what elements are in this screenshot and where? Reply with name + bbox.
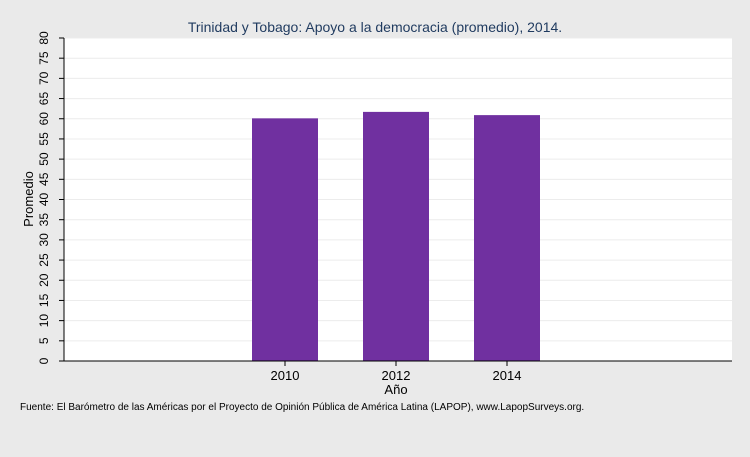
- source-note: Fuente: El Barómetro de las Américas por…: [20, 402, 584, 413]
- y-tick-label: 35: [37, 213, 51, 227]
- x-axis-ticks: 2010 2012 2014: [271, 361, 522, 383]
- y-tick-label: 40: [37, 193, 51, 207]
- y-tick-label: 80: [37, 31, 51, 45]
- y-tick-label: 45: [37, 172, 51, 186]
- chart-title: Trinidad y Tobago: Apoyo a la democracia…: [188, 19, 562, 35]
- y-tick-label: 70: [37, 71, 51, 85]
- x-tick-label: 2010: [271, 368, 300, 383]
- x-axis-label: Año: [384, 382, 407, 397]
- y-tick-label: 25: [37, 253, 51, 267]
- x-tick-label: 2014: [493, 368, 522, 383]
- y-tick-label: 0: [37, 357, 51, 364]
- y-tick-label: 75: [37, 51, 51, 65]
- y-tick-label: 60: [37, 112, 51, 126]
- y-tick-label: 30: [37, 233, 51, 247]
- x-tick-label: 2012: [382, 368, 411, 383]
- y-tick-label: 5: [37, 337, 51, 344]
- bar-2014: [474, 115, 540, 362]
- y-tick-label: 10: [37, 314, 51, 328]
- bar-2010: [252, 118, 318, 361]
- bar-2012: [363, 111, 429, 361]
- y-tick-label: 15: [37, 293, 51, 307]
- y-tick-label: 20: [37, 273, 51, 287]
- y-tick-label: 50: [37, 152, 51, 166]
- bars: [252, 111, 540, 362]
- y-tick-label: 65: [37, 92, 51, 106]
- y-tick-label: 55: [37, 132, 51, 146]
- y-axis-label: Promedio: [21, 171, 36, 227]
- y-axis-ticks: 0 5 10 15 20 25 30 35 40 45 50 55 60 65 70 75 80: [37, 31, 64, 364]
